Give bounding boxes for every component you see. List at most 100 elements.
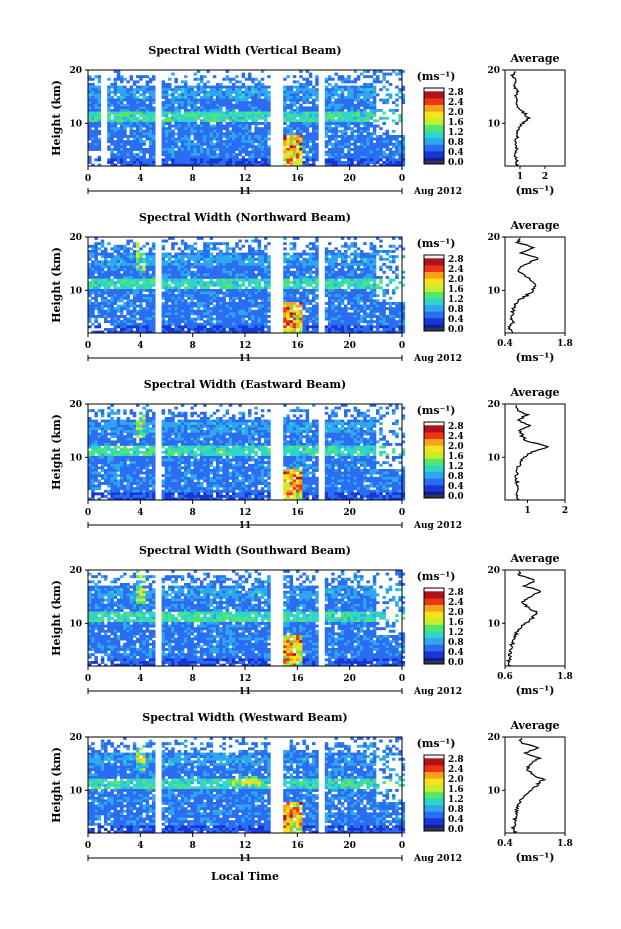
heatmap-cell [382,77,386,81]
heatmap-cell [264,330,268,334]
heatmap-cell [145,255,150,259]
heatmap-cell [116,122,121,125]
heatmap-cell [107,304,111,308]
heatmap-cell [331,289,335,292]
heatmap-cell [312,98,316,102]
heatmap-cell [248,75,252,79]
heatmap-cell [312,106,316,110]
heatmap-cell [347,330,351,334]
heatmap-cell [264,247,268,251]
heatmap-cell [126,140,130,144]
heatmap-cell [152,153,156,157]
heatmap-cell [126,296,130,300]
heatmap-cell [171,153,175,157]
heatmap-cell [110,307,114,311]
heatmap-cell [232,250,236,253]
heatmap-cell [222,132,226,136]
heatmap-cell [312,127,316,131]
heatmap-cell [129,148,134,151]
heatmap-cell [324,122,329,125]
heatmap-cell [168,265,172,269]
heatmap-cell [161,309,166,313]
heatmap-cell [177,247,182,251]
heatmap-cell [225,103,230,107]
colorbar-tick-label: 0.0 [448,158,464,168]
heatmap-cell [206,119,210,123]
heatmap-cell [312,291,316,295]
heatmap-cell [248,247,252,251]
heatmap-cell [139,268,143,272]
profile-y-tick-label: 20 [487,66,500,76]
heatmap-cell [235,80,239,84]
heatmap-cell [395,140,399,144]
heatmap-cell [177,255,182,259]
heatmap-cell [171,137,175,141]
heatmap-cell [363,114,367,118]
heatmap-cell [152,312,156,316]
heatmap-cell [334,276,338,279]
heatmap-cell [193,291,198,295]
heatmap-cell [136,260,140,264]
heatmap-cell [206,132,210,136]
heatmap-cell [97,111,102,115]
heatmap-cell [148,93,153,97]
heatmap-cell [392,119,396,123]
heatmap-cell [238,255,242,259]
heatmap-cell [353,257,358,261]
heatmap-cell [180,142,185,146]
heatmap-cell [363,155,367,159]
heatmap-cell [174,325,178,329]
heatmap-cell [283,155,287,159]
heatmap-cell [100,268,105,272]
heatmap-cell [171,247,175,251]
heatmap-cell [139,150,143,154]
heatmap-cell [382,163,386,167]
heatmap-cell [299,260,303,264]
heatmap-cell [292,145,297,149]
heatmap-cell [267,163,271,167]
heatmap-cell [353,296,358,300]
heatmap-cell [283,291,287,295]
heatmap-cell [232,90,236,94]
heatmap-cell [347,161,351,164]
heatmap-cell [347,325,351,329]
heatmap-cell [315,155,319,159]
profile-line [509,71,532,167]
heatmap-cell [292,302,297,305]
heatmap-cell [241,289,246,292]
heatmap-cell [116,244,121,248]
heatmap-cell [190,289,194,292]
heatmap-cell [264,153,268,157]
heatmap-cell [184,315,188,318]
heatmap-cell [184,312,188,316]
heatmap-cell [283,283,287,287]
heatmap-cell [241,122,246,125]
heatmap-cell [360,330,364,334]
heatmap-cell [222,291,226,295]
heatmap-cell [308,90,313,94]
heatmap-cell [334,320,338,324]
heatmap-cell [347,98,351,102]
heatmap-cell [91,289,95,292]
heatmap-cell [296,276,300,279]
heatmap-cell [113,163,118,167]
heatmap-cell [196,106,201,110]
heatmap-cell [222,163,226,167]
heatmap-cell [113,309,118,313]
heatmap-cell [324,140,329,144]
heatmap-cell [334,145,338,149]
heatmap-cell [196,135,201,138]
heatmap-cell [315,294,319,298]
heatmap-cell [116,250,121,253]
heatmap-cell [206,304,210,308]
heatmap-cell [116,330,121,334]
heatmap-cell [180,150,185,154]
heatmap-cell [180,312,185,316]
heatmap-cell [267,260,271,264]
heatmap-cell [187,309,191,313]
heatmap-cell [171,150,175,154]
heatmap-cell [129,278,134,282]
heatmap-cell [216,90,220,94]
heatmap-cell [142,109,146,112]
heatmap-cell [139,127,143,131]
